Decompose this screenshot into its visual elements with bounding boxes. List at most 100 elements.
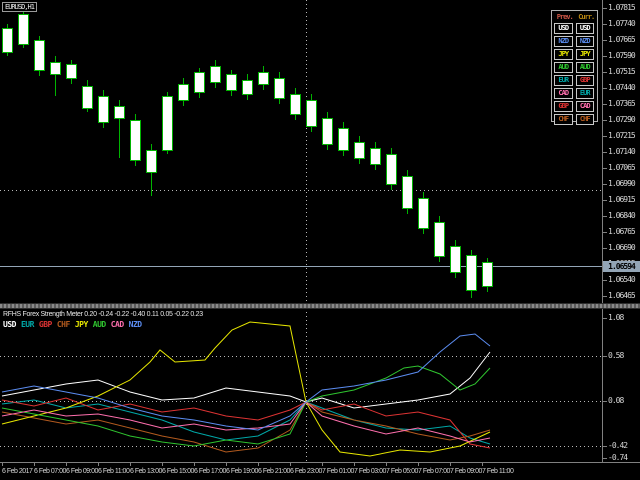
candle-body bbox=[146, 150, 157, 173]
candle-body bbox=[338, 128, 349, 151]
legend-cell-prev-usd[interactable]: USD bbox=[554, 23, 573, 34]
legend-cell-prev-jpy[interactable]: JPY bbox=[554, 49, 573, 60]
candle-body bbox=[370, 148, 381, 165]
price-axis-label: 1.07515 bbox=[608, 67, 636, 76]
time-axis-label: 6 Feb 15:00 bbox=[162, 468, 194, 475]
candle-body bbox=[194, 72, 205, 93]
price-axis-label: 1.07590 bbox=[608, 51, 636, 60]
time-axis-label: 6 Feb 17:00 bbox=[194, 468, 226, 475]
price-axis-label: 1.06465 bbox=[608, 291, 636, 300]
legend-row: AUD AUD bbox=[554, 62, 597, 73]
legend-row: GBP CAD bbox=[554, 101, 597, 112]
legend-cell-prev-nzd[interactable]: NZD bbox=[554, 36, 573, 47]
candle-body bbox=[226, 74, 237, 91]
candle-body bbox=[290, 94, 301, 115]
candle-body bbox=[258, 72, 269, 85]
price-axis-label: 1.07740 bbox=[608, 19, 636, 28]
legend-header-prev: Prev. bbox=[556, 13, 574, 21]
indicator-currency-nzd: NZD bbox=[128, 320, 142, 329]
indicator-currency-list: USD EUR GBP CHF JPY AUD CAD NZD bbox=[3, 320, 147, 329]
candle-body bbox=[178, 84, 189, 101]
legend-cell-curr-chf[interactable]: CHF bbox=[575, 114, 594, 125]
candle-body bbox=[434, 222, 445, 257]
price-axis-label: 1.06915 bbox=[608, 195, 636, 204]
time-axis-label: 6 Feb 11:00 bbox=[98, 468, 130, 475]
time-axis-label: 7 Feb 01:00 bbox=[322, 468, 354, 475]
candle-body bbox=[82, 86, 93, 109]
indicator-scale-label: -0.42 bbox=[608, 441, 628, 450]
legend-row: USD USD bbox=[554, 23, 597, 34]
legend-cell-curr-nzd[interactable]: NZD bbox=[575, 36, 594, 47]
candle-body bbox=[386, 154, 397, 185]
legend-cell-prev-gbp[interactable]: GBP bbox=[554, 101, 573, 112]
indicator-currency-eur: EUR bbox=[20, 320, 34, 329]
candle-body bbox=[482, 262, 493, 287]
price-axis-label: 1.07215 bbox=[608, 131, 636, 140]
strength-legend-panel[interactable]: Prev. Curr. USD USD NZD NZD JPY JPY AUD AUD EUR G… bbox=[551, 10, 598, 125]
legend-cell-curr-cad[interactable]: CAD bbox=[575, 101, 594, 112]
candle-body bbox=[354, 142, 365, 159]
indicator-currency-cad: CAD bbox=[110, 320, 124, 329]
candle-body bbox=[2, 28, 13, 53]
indicator-currency-aud: AUD bbox=[92, 320, 106, 329]
time-axis-label: 6 Feb 21:00 bbox=[258, 468, 290, 475]
time-axis-label: 7 Feb 03:00 bbox=[354, 468, 386, 475]
price-axis-label: 1.07365 bbox=[608, 99, 636, 108]
candle-body bbox=[466, 255, 477, 291]
candle-body bbox=[50, 62, 61, 75]
candle-body bbox=[162, 96, 173, 151]
strength-line-cad bbox=[1, 401, 491, 443]
indicator-currency-chf: CHF bbox=[56, 320, 70, 329]
strength-meter-lines bbox=[1, 321, 491, 457]
time-axis-label: 7 Feb 07:00 bbox=[418, 468, 450, 475]
time-axis-label: 6 Feb 2017 bbox=[2, 468, 33, 475]
legend-cell-prev-chf[interactable]: CHF bbox=[554, 114, 573, 125]
candle-body bbox=[210, 66, 221, 83]
strength-line-nzd bbox=[1, 333, 491, 431]
time-axis-label: 7 Feb 09:00 bbox=[450, 468, 482, 475]
price-axis-label: 1.06690 bbox=[608, 243, 636, 252]
price-axis-label: 1.07665 bbox=[608, 35, 636, 44]
candle-body bbox=[274, 78, 285, 99]
legend-cell-curr-jpy[interactable]: JPY bbox=[575, 49, 594, 60]
legend-header-curr: Curr. bbox=[578, 13, 595, 21]
legend-cell-prev-cad[interactable]: CAD bbox=[554, 88, 573, 99]
candle-body bbox=[34, 40, 45, 71]
time-axis-label: 6 Feb 23:00 bbox=[290, 468, 322, 475]
indicator-scale-label: 0.58 bbox=[608, 351, 624, 360]
candle-body bbox=[306, 100, 317, 127]
indicator-title: RFHS Forex Strength Meter 0.20 -0.24 -0.… bbox=[3, 311, 203, 318]
candle-body bbox=[130, 120, 141, 161]
legend-cell-prev-eur[interactable]: EUR bbox=[554, 75, 573, 86]
strength-line-gbp bbox=[1, 397, 491, 449]
candle-body bbox=[66, 64, 77, 79]
legend-cell-prev-aud[interactable]: AUD bbox=[554, 62, 573, 73]
price-axis-label: 1.06765 bbox=[608, 227, 636, 236]
candle-body bbox=[418, 198, 429, 229]
price-axis-label: 1.06990 bbox=[608, 179, 636, 188]
legend-cell-curr-aud[interactable]: AUD bbox=[575, 62, 594, 73]
indicator-scale-label: 1.08 bbox=[608, 313, 624, 322]
time-axis-label: 6 Feb 07:00 bbox=[34, 468, 66, 475]
time-axis-label: 7 Feb 11:00 bbox=[482, 468, 514, 475]
legend-row: CAD EUR bbox=[554, 88, 597, 99]
legend-row: NZD NZD bbox=[554, 36, 597, 47]
candlestick-series bbox=[2, 10, 493, 298]
legend-cell-curr-gbp[interactable]: GBP bbox=[575, 75, 594, 86]
subwindow-separator[interactable] bbox=[0, 303, 640, 309]
legend-row: JPY JPY bbox=[554, 49, 597, 60]
legend-row: EUR GBP bbox=[554, 75, 597, 86]
strength-line-usd bbox=[1, 351, 491, 409]
time-axis-label: 7 Feb 05:00 bbox=[386, 468, 418, 475]
price-axis-label: 1.07140 bbox=[608, 147, 636, 156]
legend-cell-curr-usd[interactable]: USD bbox=[575, 23, 594, 34]
time-axis-label: 6 Feb 19:00 bbox=[226, 468, 258, 475]
legend-cell-curr-eur[interactable]: EUR bbox=[575, 88, 594, 99]
current-price-badge: 1.06594 bbox=[603, 261, 640, 272]
indicator-scale-label: -0.74 bbox=[608, 453, 628, 462]
time-axis-label: 6 Feb 09:00 bbox=[66, 468, 98, 475]
time-axis-label: 6 Feb 13:00 bbox=[130, 468, 162, 475]
price-axis-label: 1.07290 bbox=[608, 115, 636, 124]
